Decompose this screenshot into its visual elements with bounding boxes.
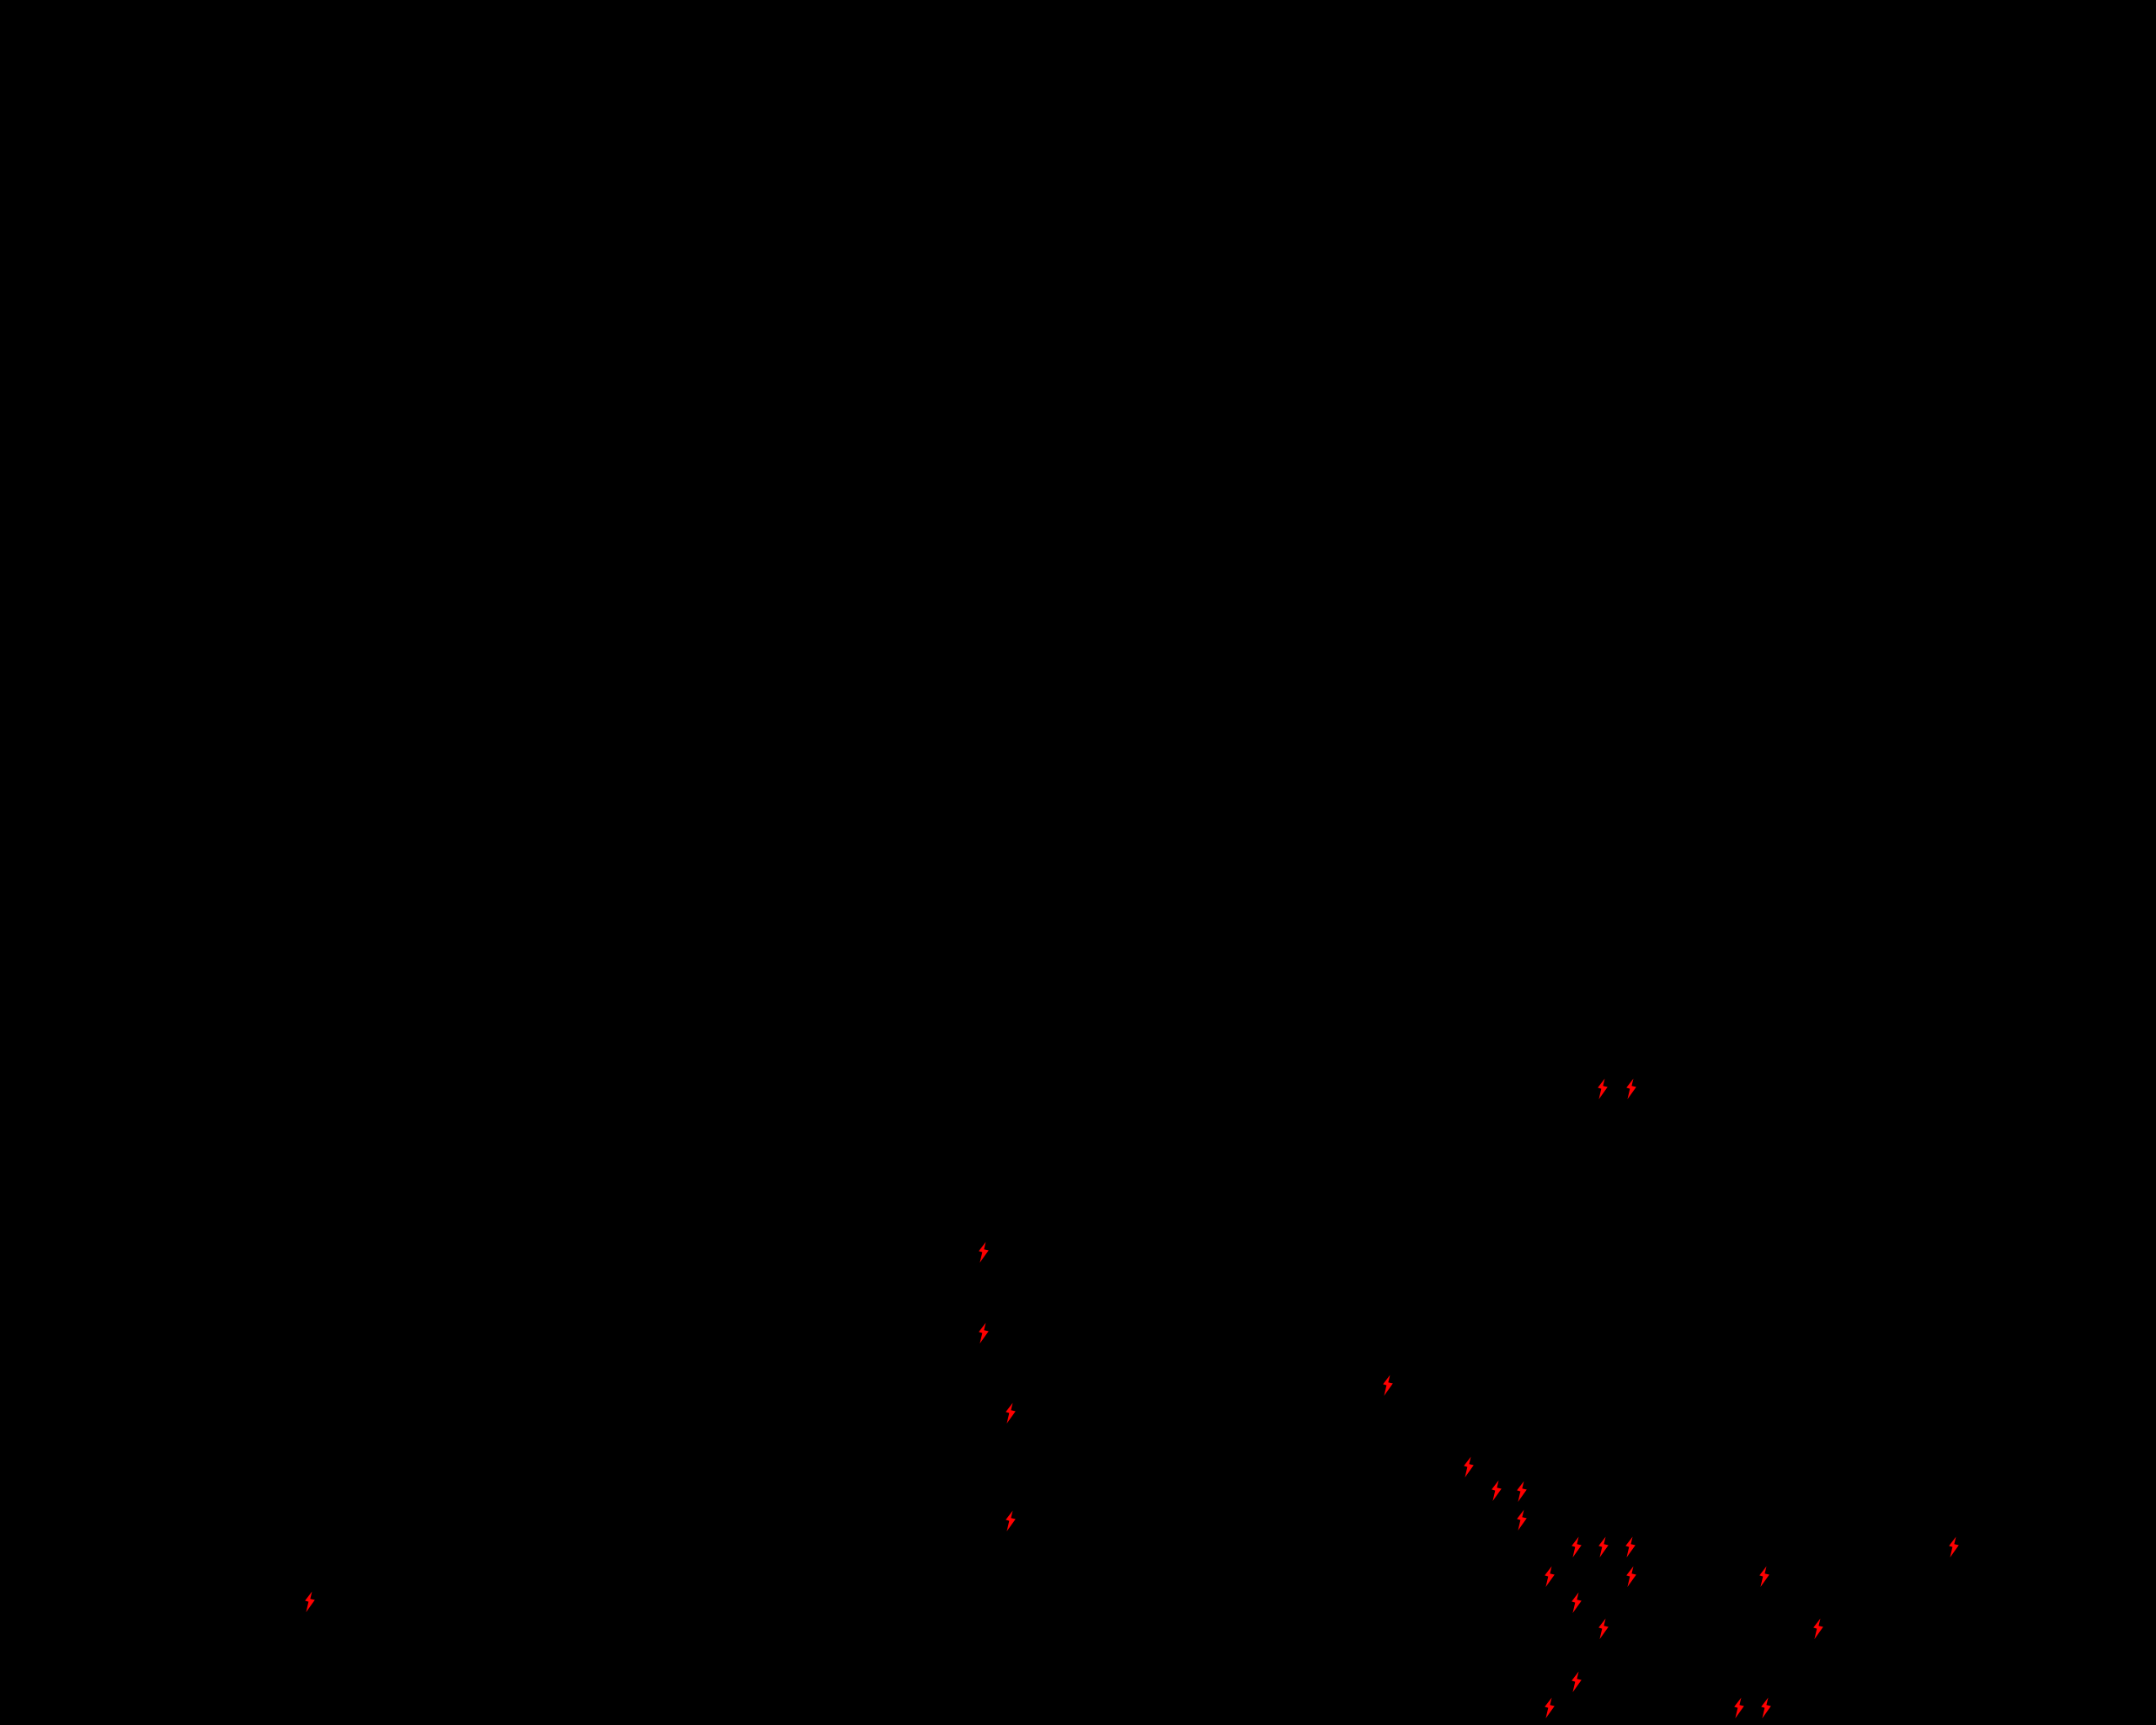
lightning-strike-marker[interactable]	[1005, 1510, 1017, 1533]
lightning-strike-marker[interactable]	[1544, 1566, 1556, 1589]
lightning-strike-marker[interactable]	[1571, 1592, 1583, 1615]
lightning-strike-marker[interactable]	[1382, 1375, 1395, 1397]
lightning-bolt-icon	[1545, 1697, 1555, 1719]
lightning-bolt-icon	[979, 1242, 989, 1263]
lightning-strike-marker[interactable]	[1544, 1697, 1556, 1720]
lightning-strike-marker[interactable]	[1758, 1566, 1771, 1589]
lightning-bolt-icon	[1545, 1566, 1555, 1588]
lightning-strike-marker[interactable]	[978, 1242, 990, 1264]
lightning-strike-marker[interactable]	[1463, 1456, 1476, 1479]
lightning-bolt-icon	[1626, 1566, 1636, 1588]
lightning-strike-marker[interactable]	[1491, 1480, 1503, 1503]
lightning-bolt-icon	[1572, 1536, 1582, 1558]
lightning-bolt-icon	[1572, 1671, 1582, 1693]
lightning-bolt-icon	[1625, 1536, 1636, 1558]
lightning-bolt-icon	[1492, 1480, 1502, 1502]
lightning-strike-marker[interactable]	[1625, 1536, 1637, 1559]
lightning-strike-marker[interactable]	[1733, 1697, 1746, 1720]
lightning-bolt-icon	[1598, 1618, 1609, 1640]
lightning-bolt-icon	[305, 1591, 315, 1613]
lightning-bolt-icon	[1813, 1618, 1823, 1640]
lightning-strike-marker[interactable]	[1598, 1536, 1610, 1559]
lightning-strike-marker[interactable]	[1597, 1078, 1609, 1101]
lightning-strike-marker[interactable]	[1948, 1536, 1961, 1559]
lightning-bolt-icon	[1598, 1536, 1609, 1558]
lightning-strike-marker[interactable]	[1625, 1566, 1638, 1589]
lightning-bolt-icon	[1006, 1510, 1016, 1532]
lightning-strike-marker[interactable]	[1516, 1481, 1529, 1503]
lightning-bolt-icon	[1761, 1697, 1771, 1719]
lightning-strike-marker[interactable]	[1571, 1671, 1583, 1694]
lightning-strike-marker[interactable]	[1005, 1402, 1017, 1425]
lightning-strike-marker[interactable]	[1760, 1697, 1773, 1720]
lightning-bolt-icon	[1572, 1592, 1582, 1614]
lightning-bolt-icon	[1759, 1566, 1769, 1588]
lightning-bolt-icon	[1734, 1697, 1744, 1719]
lightning-strike-marker[interactable]	[1625, 1078, 1638, 1101]
lightning-strike-marker[interactable]	[978, 1322, 990, 1345]
lightning-bolt-icon	[1464, 1456, 1474, 1478]
lightning-bolt-icon	[1006, 1402, 1016, 1424]
lightning-strike-marker[interactable]	[1812, 1618, 1825, 1641]
lightning-bolt-icon	[1517, 1481, 1527, 1503]
lightning-bolt-icon	[1949, 1536, 1959, 1558]
lightning-strike-marker[interactable]	[1516, 1509, 1529, 1532]
lightning-bolt-icon	[1383, 1375, 1393, 1397]
lightning-bolt-icon	[1626, 1078, 1636, 1100]
lightning-strike-marker[interactable]	[1598, 1618, 1610, 1641]
lightning-strike-marker[interactable]	[304, 1591, 317, 1614]
lightning-bolt-icon	[979, 1322, 989, 1344]
lightning-strike-marker[interactable]	[1571, 1536, 1583, 1559]
lightning-bolt-icon	[1598, 1078, 1608, 1100]
lightning-bolt-icon	[1517, 1509, 1527, 1531]
